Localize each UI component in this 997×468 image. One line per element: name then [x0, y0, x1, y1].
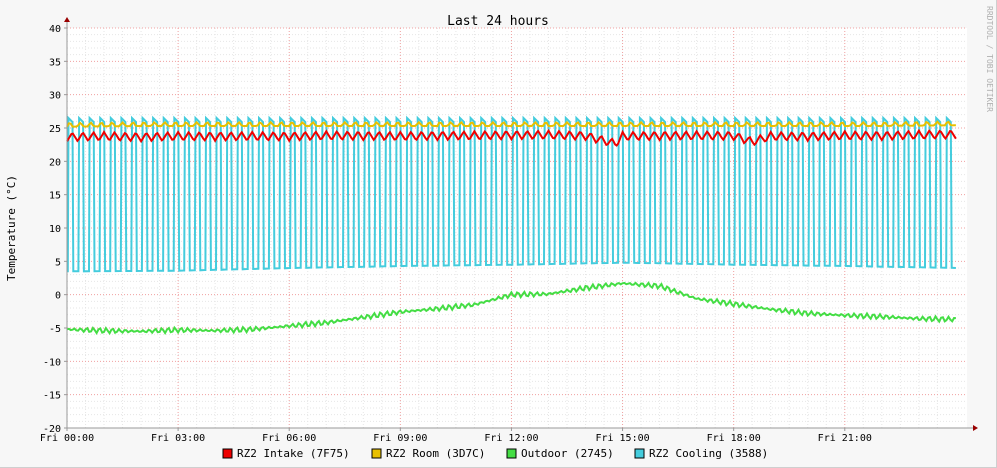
x-tick-label: Fri 21:00 — [818, 433, 872, 444]
legend-label: RZ2 Room (3D7C) — [386, 447, 485, 460]
watermark: RRDTOOL / TOBI OETIKER — [985, 6, 994, 112]
x-tick-label: Fri 06:00 — [262, 433, 316, 444]
legend-label: RZ2 Intake (7F75) — [237, 447, 350, 460]
y-tick-label: 20 — [49, 157, 61, 168]
series-layer — [66, 115, 957, 336]
series-intake-line — [66, 128, 957, 147]
x-tick-label: Fri 00:00 — [40, 433, 94, 444]
x-tick-label: Fri 15:00 — [595, 433, 649, 444]
y-tick-label: -5 — [49, 324, 61, 335]
y-tick-label: 10 — [49, 224, 61, 235]
y-axis-arrow — [64, 17, 70, 22]
legend-swatch — [506, 448, 517, 459]
x-tick-label: Fri 18:00 — [707, 433, 761, 444]
series-outdoor-line — [66, 281, 956, 336]
x-axis-arrow — [973, 425, 978, 431]
legend-label: RZ2 Cooling (3588) — [649, 447, 768, 460]
y-tick-label: -20 — [43, 424, 61, 435]
x-tick-label: Fri 03:00 — [151, 433, 205, 444]
x-tick-label: Fri 12:00 — [484, 433, 538, 444]
series-cooling-line — [66, 115, 956, 273]
y-tick-label: 25 — [49, 124, 61, 135]
x-tick-label: Fri 09:00 — [373, 433, 427, 444]
axis-layer: -20 -15 -10 -5 0 5 10 15 20 25 30 35 40 Fri 00:00 Fri … — [40, 17, 978, 444]
y-tick-label: 40 — [49, 24, 61, 35]
y-tick-label: 35 — [49, 57, 61, 68]
legend-swatch — [371, 448, 382, 459]
y-tick-label: 15 — [49, 191, 61, 202]
y-tick-label: 30 — [49, 91, 61, 102]
chart-title: Last 24 hours — [447, 14, 549, 29]
legend: RZ2 Intake (7F75) RZ2 Room (3D7C) Outdoor … — [222, 447, 768, 460]
legend-swatch — [222, 448, 233, 459]
y-axis-label: Temperature (°C) — [5, 175, 18, 281]
y-tick-label: -15 — [43, 391, 61, 402]
legend-label: Outdoor (2745) — [521, 447, 614, 460]
y-tick-label: -10 — [43, 357, 61, 368]
series-room-line — [66, 120, 956, 128]
y-tick-label: 5 — [55, 257, 61, 268]
y-tick-label: 0 — [55, 291, 61, 302]
legend-swatch — [634, 448, 645, 459]
